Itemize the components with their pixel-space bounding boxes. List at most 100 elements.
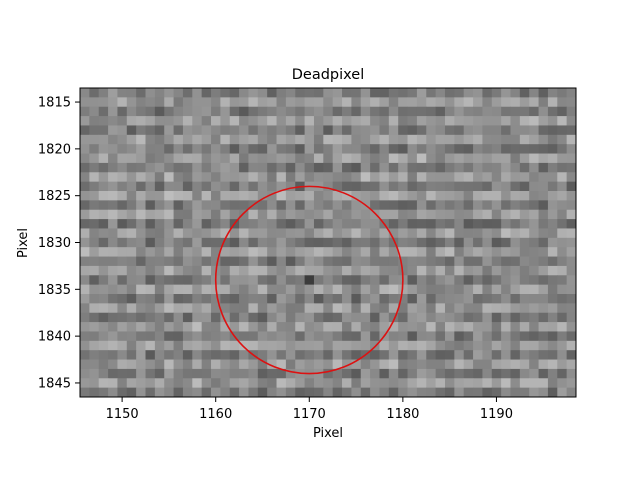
- heatmap-cell: [501, 331, 511, 342]
- heatmap-cell: [491, 181, 502, 192]
- heatmap-cell: [482, 340, 493, 351]
- heatmap-cell: [108, 228, 118, 239]
- heatmap-cell: [154, 219, 165, 229]
- heatmap-cell: [145, 378, 156, 389]
- x-axis-label: Pixel: [313, 426, 343, 441]
- heatmap-cell: [80, 247, 90, 257]
- heatmap-cell: [426, 106, 437, 117]
- heatmap-cell: [529, 162, 539, 173]
- heatmap-cell: [398, 191, 408, 201]
- heatmap-cell: [89, 303, 100, 314]
- heatmap-cell: [145, 322, 156, 332]
- heatmap-cell: [510, 378, 521, 389]
- heatmap-cell: [145, 116, 156, 126]
- heatmap-cell: [416, 265, 427, 276]
- heatmap-cell: [220, 312, 231, 323]
- heatmap-cell: [360, 116, 371, 126]
- heatmap-cell: [201, 237, 212, 248]
- heatmap-cell: [323, 312, 334, 323]
- heatmap-cell: [154, 228, 165, 239]
- heatmap-cell: [239, 144, 249, 154]
- heatmap-cell: [351, 237, 362, 248]
- heatmap-cell: [342, 125, 352, 136]
- heatmap-cell: [89, 284, 100, 295]
- heatmap-cell: [211, 219, 221, 229]
- heatmap-cell: [285, 387, 296, 397]
- heatmap-cell: [435, 88, 446, 98]
- heatmap-cell: [501, 191, 511, 201]
- heatmap-cell: [173, 275, 184, 286]
- heatmap-cell: [108, 359, 118, 370]
- heatmap-cell: [136, 116, 146, 126]
- heatmap-cell: [388, 228, 399, 239]
- heatmap-cell: [248, 256, 259, 267]
- heatmap-cell: [398, 312, 408, 323]
- heatmap-cell: [192, 134, 203, 145]
- heatmap-cell: [145, 359, 156, 370]
- heatmap-cell: [519, 322, 530, 332]
- heatmap-cell: [145, 106, 156, 117]
- heatmap-cell: [332, 209, 343, 220]
- heatmap-cell: [538, 359, 549, 370]
- heatmap-cell: [388, 144, 399, 154]
- heatmap-cell: [407, 97, 418, 108]
- heatmap-cell: [547, 219, 558, 229]
- heatmap-cell: [360, 181, 371, 192]
- heatmap-cell: [295, 219, 306, 229]
- heatmap-cell: [370, 284, 380, 295]
- heatmap-cell: [566, 181, 576, 192]
- heatmap-cell: [407, 228, 418, 239]
- heatmap-cell: [201, 378, 212, 389]
- heatmap-cell: [108, 125, 118, 136]
- heatmap-cell: [379, 284, 390, 295]
- heatmap-cell: [164, 284, 174, 295]
- heatmap-cell: [257, 172, 268, 183]
- heatmap-cell: [211, 237, 221, 248]
- heatmap-cell: [463, 350, 474, 360]
- heatmap-cell: [501, 294, 511, 304]
- heatmap-cell: [164, 88, 174, 98]
- heatmap-cell: [510, 294, 521, 304]
- heatmap-cell: [435, 303, 446, 314]
- heatmap-cell: [154, 256, 165, 267]
- heatmap-cell: [201, 350, 212, 360]
- heatmap-cell: [501, 172, 511, 183]
- heatmap-cell: [491, 294, 502, 304]
- heatmap-cell: [379, 191, 390, 201]
- heatmap-cell: [239, 303, 249, 314]
- heatmap-cell: [304, 191, 315, 201]
- heatmap-cell: [248, 125, 259, 136]
- heatmap-cell: [229, 284, 240, 295]
- heatmap-cell: [276, 331, 287, 342]
- annotation-circle: [214, 185, 404, 375]
- heatmap-cell: [342, 181, 352, 192]
- heatmap-cell: [257, 387, 268, 397]
- heatmap-cell: [229, 387, 240, 397]
- heatmap-cell: [388, 247, 399, 257]
- heatmap-cell: [89, 191, 100, 201]
- heatmap-cell: [529, 331, 539, 342]
- heatmap-cell: [491, 97, 502, 108]
- heatmap-cell: [276, 265, 287, 276]
- heatmap-cell: [182, 322, 193, 332]
- heatmap-cell: [547, 153, 558, 164]
- heatmap-cell: [295, 275, 306, 286]
- heatmap-cell: [117, 294, 128, 304]
- heatmap-cell: [491, 116, 502, 126]
- heatmap-cell: [80, 294, 90, 304]
- heatmap-cell: [98, 97, 109, 108]
- heatmap-cell: [304, 340, 315, 351]
- heatmap-cell: [398, 228, 408, 239]
- heatmap-cell: [463, 331, 474, 342]
- heatmap-cell: [416, 209, 427, 220]
- heatmap-cell: [229, 303, 240, 314]
- heatmap-cell: [547, 209, 558, 220]
- heatmap-cell: [182, 144, 193, 154]
- heatmap-cell: [285, 294, 296, 304]
- heatmap-cell: [239, 116, 249, 126]
- heatmap-cell: [201, 162, 212, 173]
- heatmap-cell: [220, 116, 231, 126]
- heatmap-cell: [426, 88, 437, 98]
- heatmap-cell: [407, 265, 418, 276]
- heatmap-cell: [323, 387, 334, 397]
